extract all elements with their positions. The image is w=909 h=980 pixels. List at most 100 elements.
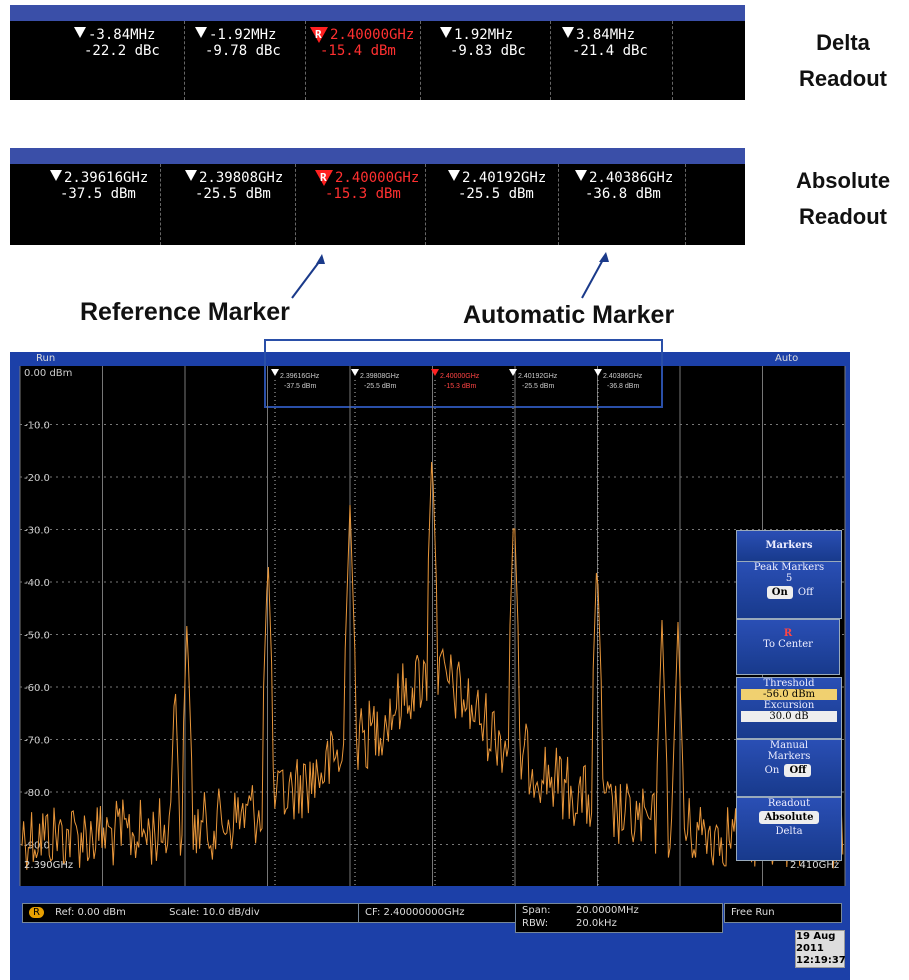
date: 19 Aug 2011 — [796, 931, 836, 954]
marker-readout: R 2.40000GHz -15.4 dBm — [310, 27, 414, 59]
timestamp: 19 Aug 2011 12:19:37 — [795, 930, 846, 968]
channel-badge: R — [29, 907, 44, 918]
marker-readout: 2.39808GHz -25.5 dBm — [185, 170, 283, 202]
marker-icon — [575, 170, 587, 181]
marker-frequency: 1.92MHz — [454, 27, 514, 43]
marker-readout: 2.39616GHz -37.5 dBm — [50, 170, 148, 202]
marker-readout: R 2.40000GHz -15.3 dBm — [315, 170, 419, 202]
threshold-menu[interactable]: Threshold -56.0 dBm Excursion 30.0 dB — [736, 677, 842, 739]
marker-level: -25.5 dBm — [458, 186, 534, 202]
run-status: Run — [36, 353, 56, 364]
callout-arrows — [291, 252, 609, 299]
marker-line: R 2.40000GHz — [315, 170, 419, 186]
to-center-label: To Center — [763, 639, 813, 650]
to-center-menu[interactable]: R To Center — [736, 619, 840, 675]
mini-frequency: 2.39616GHz — [280, 373, 320, 380]
marker-readout: -3.84MHz -22.2 dBc — [74, 27, 160, 59]
time: 12:19:37 — [796, 955, 846, 966]
marker-separator — [685, 164, 686, 245]
marker-separator — [672, 21, 673, 100]
on-button[interactable]: On — [764, 765, 780, 776]
reference-marker-icon: R — [310, 27, 328, 43]
mini-frequency: 2.40192GHz — [518, 373, 558, 380]
ref-level: Ref: 0.00 dBm — [55, 907, 126, 918]
off-button[interactable]: Off — [797, 587, 814, 598]
marker-frequency: 3.84MHz — [576, 27, 636, 43]
threshold-value: -56.0 dBm — [741, 689, 837, 700]
delta-title: Delta Readout — [799, 30, 887, 91]
trigger-mode: Auto — [775, 353, 799, 364]
marker-separator — [160, 164, 161, 245]
marker-level: -37.5 dBm — [60, 186, 136, 202]
marker-frequency: -1.92MHz — [209, 27, 277, 43]
y-label: -50.0 — [24, 631, 50, 642]
mini-frequency: 2.39808GHz — [360, 373, 400, 380]
y-label: -70.0 — [24, 736, 50, 747]
peak-markers-menu[interactable]: Peak Markers 5 On Off — [736, 561, 842, 619]
delta-button[interactable]: Delta — [775, 826, 803, 837]
menu-title: Markers — [736, 530, 842, 562]
span-status: Span: 20.0000MHz RBW: 20.0kHz — [515, 903, 723, 933]
marker-level: -25.5 dBm — [195, 186, 271, 202]
span: 20.0000MHz — [576, 905, 639, 916]
off-button[interactable]: Off — [784, 764, 812, 777]
marker-level: -9.78 dBc — [205, 43, 281, 59]
marker-line: 2.40192GHz — [448, 170, 546, 186]
marker-level: -22.2 dBc — [84, 43, 160, 59]
marker-readout: 1.92MHz -9.83 dBc — [440, 27, 526, 59]
marker-icon — [74, 27, 86, 38]
marker-readout: 2.40386GHz -36.8 dBm — [575, 170, 673, 202]
marker-line: 1.92MHz — [440, 27, 526, 43]
ref-symbol: R — [783, 628, 793, 639]
marker-icon — [594, 369, 602, 376]
absolute-readout-panel: 2.39616GHz -37.5 dBm 2.39808GHz -25.5 dBm R 2… — [10, 148, 745, 245]
automatic-callout: Automatic Marker — [463, 301, 675, 329]
scale: Scale: 10.0 dB/div — [169, 907, 260, 918]
marker-line: 2.39808GHz — [185, 170, 283, 186]
mini-frequency: 2.40000GHz — [440, 373, 480, 380]
highlight-box — [264, 339, 663, 408]
mini-level: -25.5 dBm — [522, 383, 554, 390]
rbw: 20.0kHz — [576, 918, 617, 929]
marker-separator — [420, 21, 421, 100]
y-label: 0.00 dBm — [24, 368, 72, 379]
absolute-button[interactable]: Absolute — [759, 811, 819, 824]
mini-level: -25.5 dBm — [364, 383, 396, 390]
reference-marker-icon: R — [315, 170, 333, 186]
marker-line: 2.40386GHz — [575, 170, 673, 186]
peak-markers-label: Peak Markers — [753, 562, 825, 573]
peak-count: 5 — [785, 573, 793, 584]
marker-frequency: 2.40000GHz — [335, 170, 420, 186]
manual-markers-menu[interactable]: Manual Markers On Off — [736, 739, 842, 797]
marker-frequency: 2.40386GHz — [589, 170, 674, 186]
marker-readout: 3.84MHz -21.4 dBc — [562, 27, 648, 59]
marker-frequency: 2.39808GHz — [199, 170, 284, 186]
y-label: -80.0 — [24, 788, 50, 799]
marker-icon — [351, 369, 359, 376]
mini-level: -37.5 dBm — [284, 383, 316, 390]
threshold-label: Threshold — [763, 678, 815, 689]
marker-level: -21.4 dBc — [572, 43, 648, 59]
marker-frequency: 2.40192GHz — [462, 170, 547, 186]
manual-markers-label: Manual Markers — [767, 740, 811, 762]
trigger-status: Free Run — [724, 903, 842, 923]
mini-level: -15.3 dBm — [444, 383, 476, 390]
center-frequency: CF: 2.40000000GHz — [358, 903, 516, 923]
y-label: -30.0 — [24, 526, 50, 537]
marker-icon — [448, 170, 460, 181]
y-label: -90.0 — [24, 841, 50, 852]
absolute-title: Absolute Readout — [795, 168, 891, 229]
marker-line: R 2.40000GHz — [310, 27, 414, 43]
reference-symbol: R — [320, 171, 327, 184]
y-label: -20.0 — [24, 473, 50, 484]
marker-level: -15.4 dBm — [320, 43, 396, 59]
marker-icon — [431, 369, 439, 376]
spectrum-trace — [21, 461, 844, 870]
mini-frequency: 2.40386GHz — [603, 373, 643, 380]
readout-menu[interactable]: Readout Absolute Delta — [736, 797, 842, 861]
reference-symbol: R — [315, 28, 322, 41]
marker-icon — [271, 369, 279, 376]
on-button[interactable]: On — [766, 586, 793, 599]
x-start: 2.390GHz — [24, 860, 74, 871]
